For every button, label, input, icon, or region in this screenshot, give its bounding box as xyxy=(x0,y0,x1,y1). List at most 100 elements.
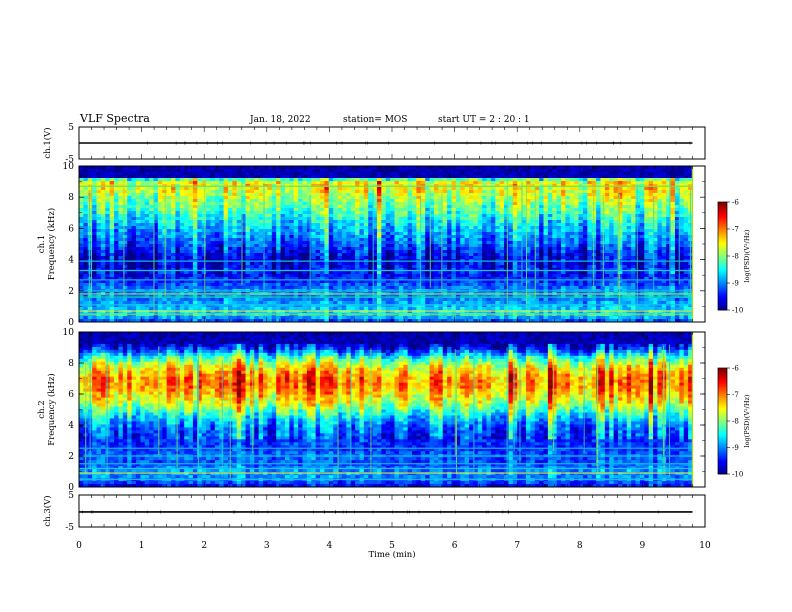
spectrogram-cell xyxy=(157,187,163,191)
spectrogram-cell xyxy=(547,202,553,206)
spectrogram-cell xyxy=(284,211,290,215)
spectrogram-cell xyxy=(556,199,562,203)
spectrogram-cell xyxy=(569,214,575,218)
spectrogram-cell xyxy=(298,241,303,245)
spectrogram-cell xyxy=(284,232,290,236)
spectrogram-cell xyxy=(79,265,84,269)
spectrogram-cell xyxy=(271,253,277,257)
spectrogram-cell xyxy=(486,169,492,173)
spectrogram-cell xyxy=(569,226,575,230)
spectrogram-cell xyxy=(556,190,562,194)
spectrogram-cell xyxy=(324,199,330,203)
spectrogram-cell xyxy=(442,229,448,233)
spectrogram-cell xyxy=(565,223,571,227)
spectrogram-cell xyxy=(460,262,466,266)
spectrogram-cell xyxy=(311,217,317,221)
spectrogram-cell xyxy=(534,196,540,200)
spectrogram-cell xyxy=(87,244,93,248)
spectrogram-cell xyxy=(267,211,273,215)
spectrogram-cell xyxy=(333,199,338,203)
spectrogram-cell xyxy=(284,205,290,209)
spectrogram-cell xyxy=(368,265,373,269)
spectrogram-cell xyxy=(469,172,474,176)
spectrogram-cell xyxy=(363,193,369,197)
spectrogram-cell xyxy=(460,256,466,260)
spectrogram-cell xyxy=(412,178,417,182)
spectrogram-cell xyxy=(258,256,264,260)
spectrogram-cell xyxy=(407,196,413,200)
spectrogram-cell xyxy=(486,187,492,191)
spectrogram-cell xyxy=(539,262,544,266)
spectrogram-cell xyxy=(328,265,334,269)
spectrogram-cell xyxy=(245,172,251,176)
spectrogram-cell xyxy=(359,223,365,227)
spectrogram-cell xyxy=(407,235,413,239)
spectrogram-cell xyxy=(184,232,189,236)
spectrogram-cell xyxy=(122,178,128,182)
spectrogram-cell xyxy=(109,238,115,242)
spectrogram-cell xyxy=(407,211,413,215)
spectrogram-cell xyxy=(469,196,474,200)
spectrogram-cell xyxy=(263,238,268,242)
spectrogram-cell xyxy=(96,181,102,185)
spectrogram-cell xyxy=(105,193,111,197)
spectrogram-cell xyxy=(114,265,119,269)
spectrogram-cell xyxy=(670,190,676,194)
spectrogram-cell xyxy=(407,253,413,257)
spectrogram-cell xyxy=(359,205,365,209)
spectrogram-cell xyxy=(600,169,606,173)
spectrogram-cell xyxy=(394,235,400,239)
spectrogram-cell xyxy=(403,175,409,179)
spectrogram-cell xyxy=(175,214,181,218)
spectrogram-cell xyxy=(166,211,172,215)
spectrogram-cell xyxy=(276,268,281,272)
spectrogram-cell xyxy=(390,223,395,227)
spectrogram-cell xyxy=(574,229,579,233)
spectrogram-cell xyxy=(100,268,106,272)
spectrogram-cell xyxy=(249,196,255,200)
spectrogram-cell xyxy=(320,175,325,179)
spectrogram-cell xyxy=(306,214,312,218)
spectrogram-cell xyxy=(127,178,132,182)
spectrogram-cell xyxy=(328,181,334,185)
spectrogram-cell xyxy=(127,226,132,230)
spectrogram-cell xyxy=(157,238,163,242)
spectrogram-cell xyxy=(482,205,487,209)
spectrogram-cell xyxy=(293,265,299,269)
spectrogram-cell xyxy=(210,214,216,218)
spectrogram-cell xyxy=(504,190,509,194)
spectrogram-cell xyxy=(525,217,531,221)
spectrogram-cell xyxy=(613,253,619,257)
spectrogram-cell xyxy=(460,214,466,218)
spectrogram-cell xyxy=(635,223,641,227)
spectrogram-cell xyxy=(324,268,330,272)
spectrogram-cell xyxy=(175,223,181,227)
spectrogram-cell xyxy=(333,256,338,260)
spectrogram-cell xyxy=(670,235,676,239)
spectrogram-cell xyxy=(499,190,505,194)
spectrogram-cell xyxy=(258,205,264,209)
spectrogram-cell xyxy=(214,175,220,179)
spectrogram-cell xyxy=(578,175,584,179)
spectrogram-cell xyxy=(670,226,676,230)
spectrogram-cell xyxy=(359,247,365,251)
spectrogram-cell xyxy=(258,199,264,203)
spectrogram-cell xyxy=(648,265,654,269)
spectrogram-cell xyxy=(596,229,601,233)
spectrogram-cell xyxy=(495,238,501,242)
spectrogram-cell xyxy=(337,214,343,218)
spectrogram-cell xyxy=(473,226,479,230)
spectrogram-cell xyxy=(543,190,549,194)
spectrogram-cell xyxy=(359,172,365,176)
spectrogram-cell xyxy=(666,211,671,215)
spectrogram-cell xyxy=(302,202,308,206)
spectrogram-cell xyxy=(666,229,671,233)
spectrogram-cell xyxy=(674,190,680,194)
spectrogram-cell xyxy=(486,241,492,245)
spectrogram-cell xyxy=(512,235,518,239)
spectrogram-cell xyxy=(201,268,207,272)
spectrogram-cell xyxy=(236,166,242,170)
spectrogram-cell xyxy=(192,262,198,266)
spectrogram-cell xyxy=(433,175,439,179)
spectrogram-cell xyxy=(96,256,102,260)
